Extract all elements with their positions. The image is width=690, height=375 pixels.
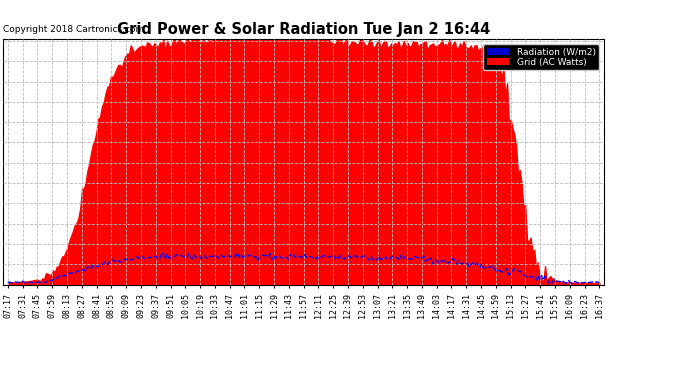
Legend: Radiation (W/m2), Grid (AC Watts): Radiation (W/m2), Grid (AC Watts): [483, 44, 599, 70]
Text: Copyright 2018 Cartronics.com: Copyright 2018 Cartronics.com: [3, 25, 145, 34]
Title: Grid Power & Solar Radiation Tue Jan 2 16:44: Grid Power & Solar Radiation Tue Jan 2 1…: [117, 22, 490, 37]
